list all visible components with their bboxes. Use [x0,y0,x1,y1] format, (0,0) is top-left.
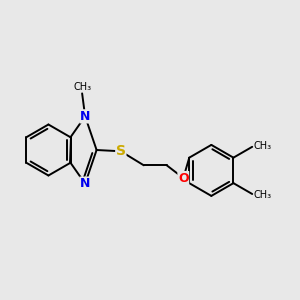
Text: N: N [80,177,90,190]
Text: CH₃: CH₃ [73,82,91,92]
Text: O: O [178,172,189,184]
Text: CH₃: CH₃ [254,190,272,200]
Text: N: N [80,110,90,123]
Text: CH₃: CH₃ [254,141,272,151]
Text: S: S [116,144,126,158]
